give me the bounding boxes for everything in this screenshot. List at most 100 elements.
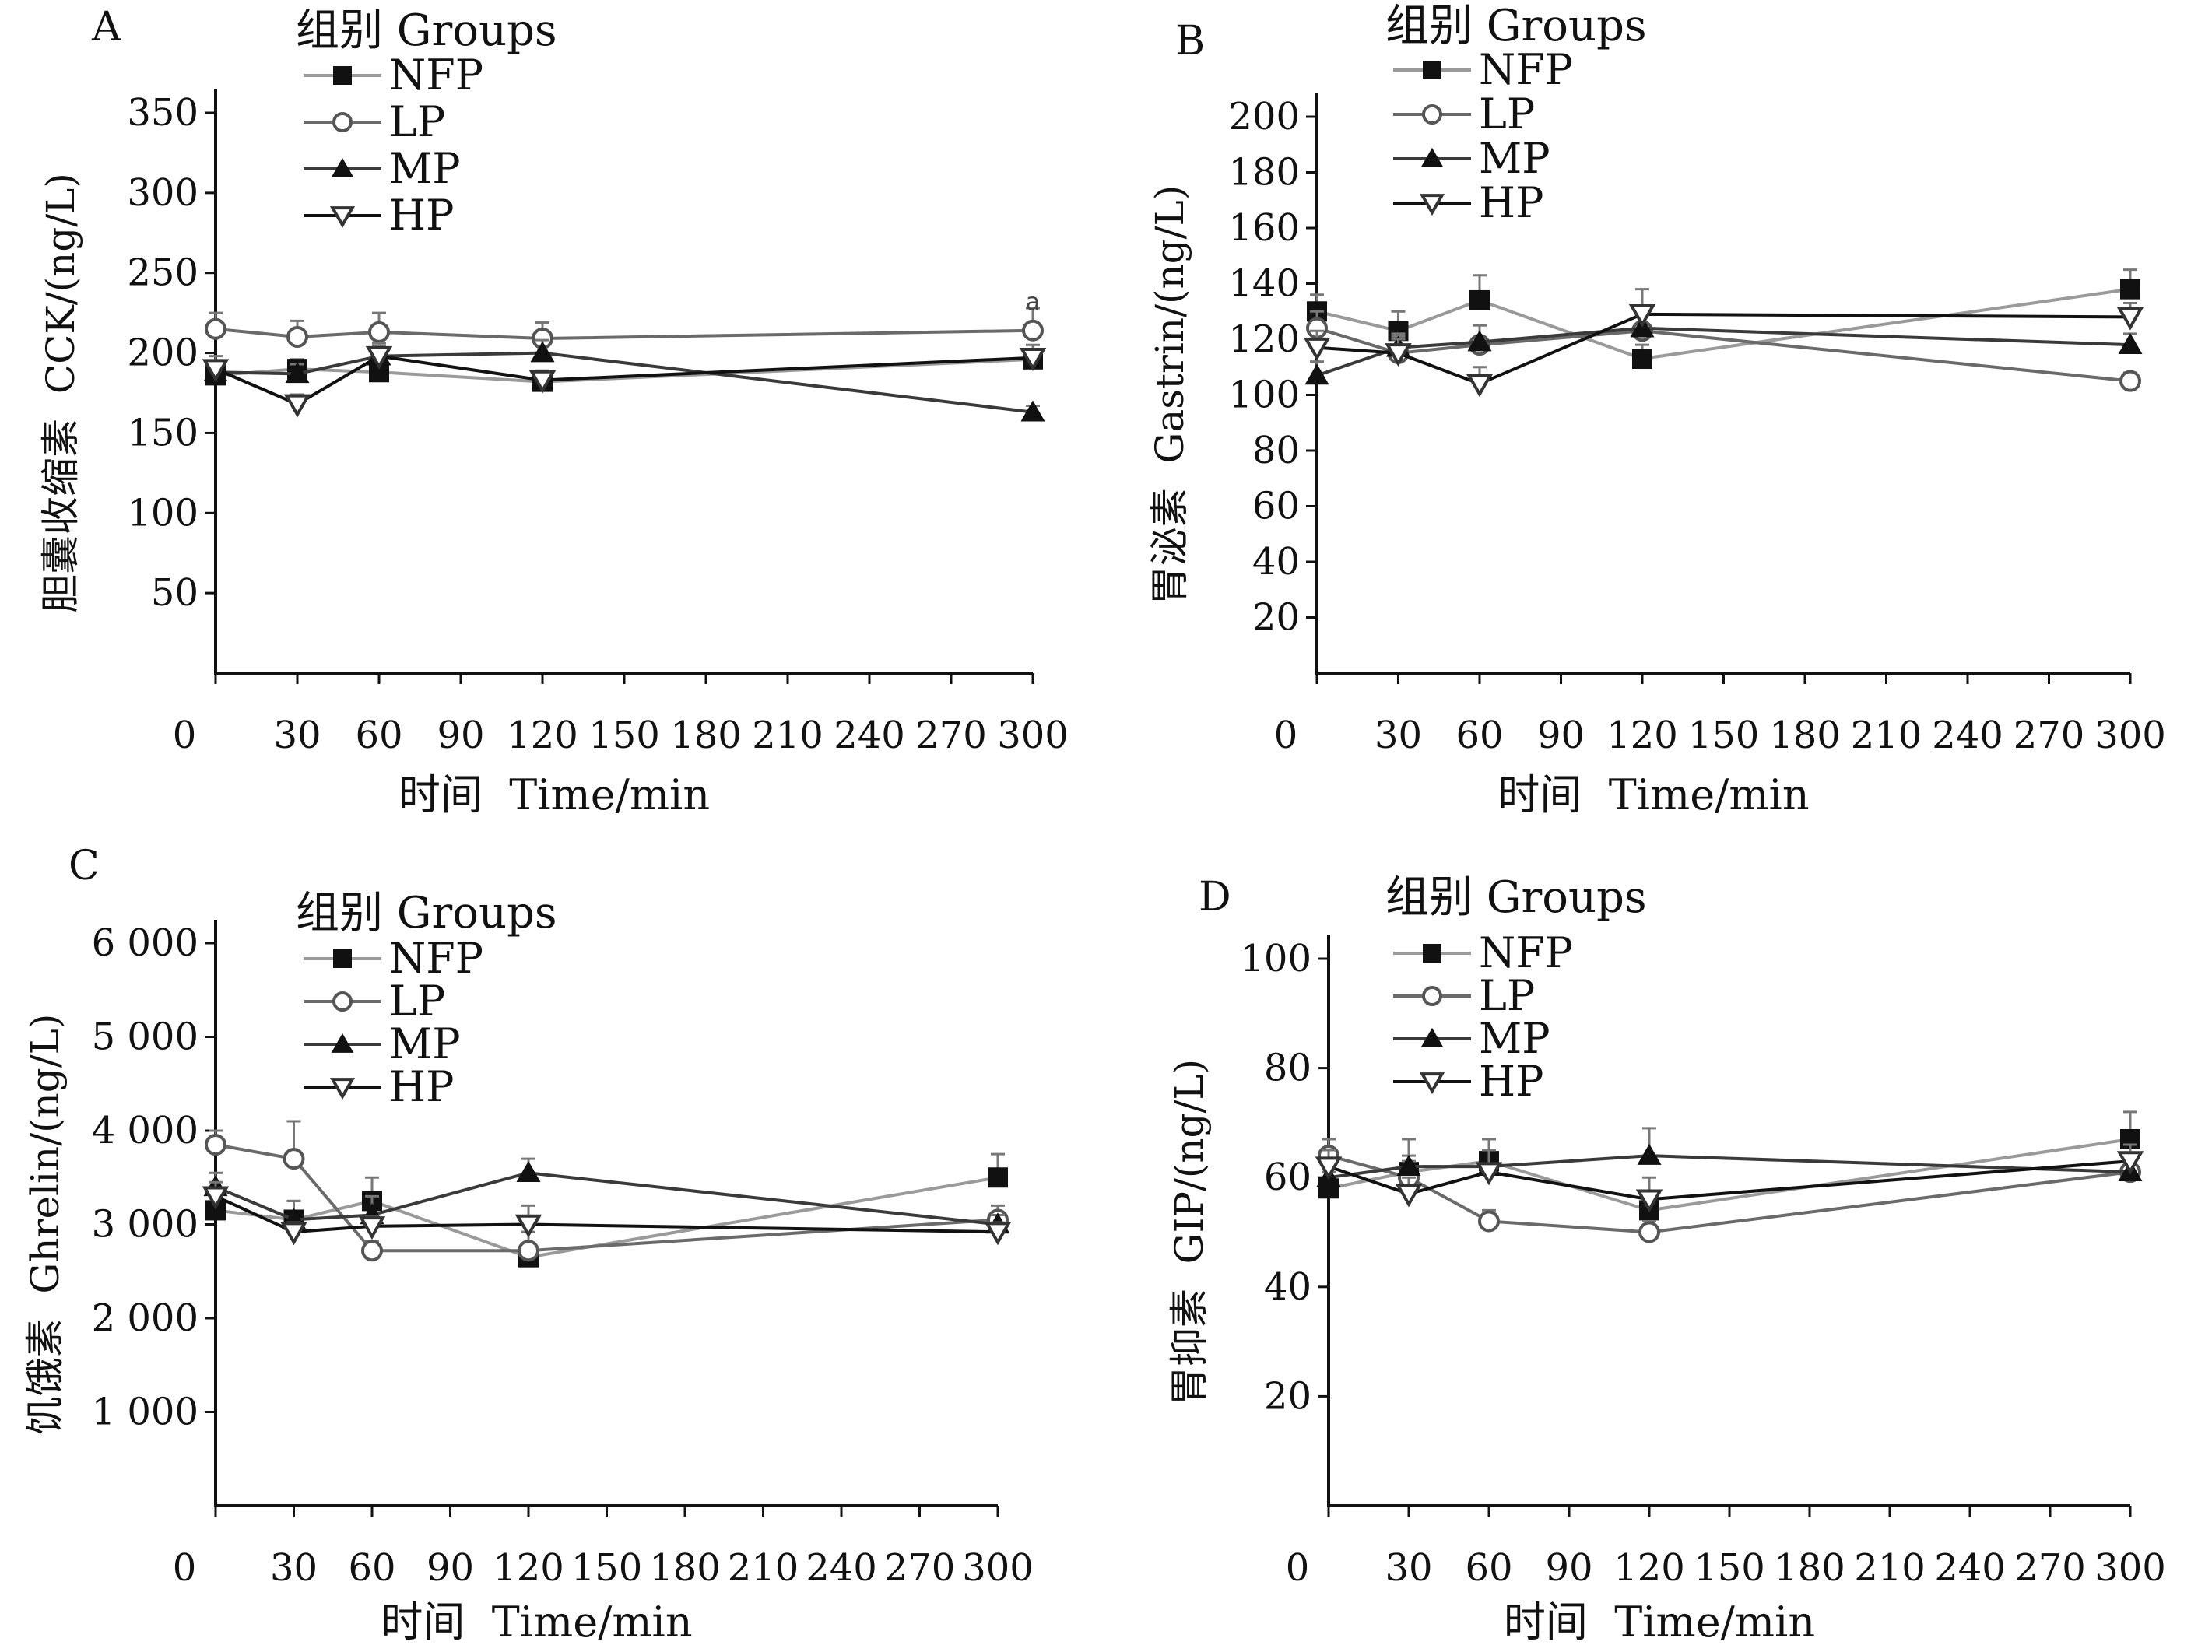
legend-item-lp: LP [389, 977, 445, 1026]
x-tick-label: 150 [571, 1546, 643, 1590]
panel-letter: A [91, 4, 122, 51]
axes [1315, 93, 2130, 675]
y-tick-label: 300 [127, 171, 198, 215]
data-point [280, 1222, 307, 1246]
x-tick-label: 30 [270, 1546, 318, 1590]
data-point [516, 1161, 541, 1183]
x-tick-label: 60 [1465, 1546, 1512, 1590]
data-point [202, 1186, 230, 1210]
x-tick-label: 120 [507, 714, 578, 757]
y-tick-label: 50 [151, 571, 198, 615]
data-point [1467, 330, 1492, 352]
x-tick-label: 0 [1274, 714, 1298, 757]
legend-title: 组别 Groups [1385, 1, 1647, 51]
data-point [1469, 289, 1490, 310]
x-tick-label: 300 [997, 714, 1069, 757]
x-tick-label: 60 [355, 714, 402, 757]
y-tick-label: 100 [127, 491, 198, 535]
x-tick-label: 90 [437, 714, 484, 757]
y-tick-label: 140 [1228, 262, 1300, 306]
y-tick-label: 350 [127, 91, 198, 135]
x-tick-label: 90 [427, 1546, 474, 1590]
data-point [1019, 347, 1047, 371]
x-tick-label: 300 [2094, 714, 2166, 757]
y-tick-label: 180 [1228, 151, 1300, 195]
x-axis-label: 时间 Time/min [1504, 1598, 1815, 1647]
data-point [1478, 1210, 1500, 1233]
data-point [365, 345, 393, 370]
series-lp [1306, 310, 2141, 392]
y-tick-label: 150 [127, 411, 198, 454]
series-hp [202, 342, 1047, 418]
y-tick-label: 100 [1228, 374, 1300, 417]
x-tick-label: 270 [884, 1546, 956, 1590]
x-tick-label: 120 [1606, 714, 1678, 757]
legend-marker [329, 206, 356, 229]
series-line [1328, 1154, 2131, 1180]
legend-marker [333, 949, 352, 968]
legend-item-hp: HP [1479, 178, 1543, 227]
legend-item-lp: LP [1479, 89, 1535, 139]
x-tick-label: 0 [173, 714, 197, 757]
axes [1327, 935, 2130, 1507]
y-tick-label: 1 000 [92, 1391, 198, 1434]
legend-marker [331, 157, 354, 177]
series-line [215, 327, 1034, 341]
x-tick-label: 0 [173, 1546, 197, 1590]
data-point [1395, 1184, 1423, 1208]
x-axis-label: 时间 Time/min [381, 1598, 692, 1647]
legend-marker [1423, 61, 1441, 79]
legend-item-mp: MP [389, 1019, 461, 1068]
annotation: a [1026, 289, 1040, 316]
legend-item-mp: MP [1479, 134, 1550, 183]
y-tick-label: 40 [1264, 1265, 1311, 1309]
data-point [528, 370, 557, 394]
data-point [1385, 343, 1412, 367]
x-tick-label: 240 [1932, 714, 2003, 757]
data-point [283, 1148, 305, 1170]
data-point [1304, 363, 1329, 385]
x-tick-label: 300 [2094, 1546, 2166, 1590]
y-tick-label: 100 [1240, 937, 1311, 980]
data-point [984, 1222, 1012, 1246]
legend-marker [1420, 1027, 1444, 1047]
data-point [1020, 400, 1045, 422]
x-tick-label: 30 [1375, 714, 1422, 757]
legend-item-nfp: NFP [1479, 45, 1573, 94]
panel-d: D 20 40 60 80 100 0 30 60 90 120 150 180 210 240 270 300… [1167, 872, 2166, 1647]
y-axis-label: 胃抑素 GIP/(ng/L) [1167, 1059, 1212, 1405]
data-point [988, 1167, 1008, 1188]
x-tick-label: 210 [728, 1546, 799, 1590]
y-tick-label: 2 000 [92, 1296, 198, 1340]
data-point [283, 394, 311, 418]
legend-item-mp: MP [1479, 1014, 1550, 1063]
data-point [2120, 279, 2140, 300]
legend-marker [331, 1033, 354, 1053]
data-point [1315, 1156, 1343, 1180]
data-point [285, 362, 310, 384]
y-tick-label: 120 [1228, 317, 1300, 361]
x-tick-label: 0 [1286, 1546, 1310, 1590]
data-point [2119, 370, 2141, 392]
data-point [518, 1240, 539, 1262]
x-tick-label: 210 [752, 714, 823, 757]
x-tick-label: 60 [1455, 714, 1503, 757]
x-tick-label: 120 [493, 1546, 564, 1590]
legend-marker [1422, 986, 1442, 1006]
legend-item-mp: MP [389, 144, 461, 193]
panel-letter: B [1175, 18, 1205, 65]
legend-marker [1419, 1072, 1445, 1095]
legend-marker [332, 112, 353, 132]
data-point [1466, 374, 1494, 398]
legend-item-lp: LP [389, 97, 445, 146]
y-axis-label: 胃泌素 Gastrin/(ng/L) [1147, 185, 1192, 605]
data-point [530, 341, 555, 363]
legend-marker [332, 991, 353, 1012]
y-tick-label: 60 [1252, 485, 1300, 528]
